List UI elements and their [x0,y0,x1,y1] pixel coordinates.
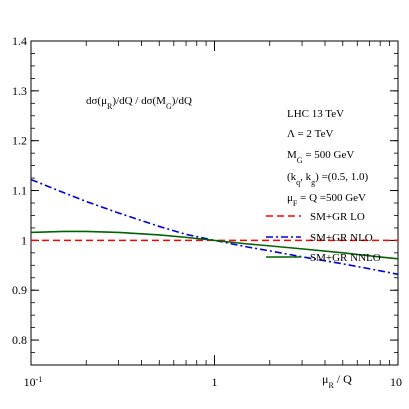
info-lhc: LHC 13 TeV [287,108,344,120]
y-axis-ticks: 0.8 0.9 1 1.1 1.2 1.3 1.4 [12,34,398,366]
legend-label-1: SM+GR NLO [310,232,373,244]
ratio-label: dσ(μR)/dQ / dσ(MG)/dQ [86,95,192,111]
y-tick-label-1: 0.9 [12,283,27,297]
x-axis-ticks: 10-1 1 10 [24,41,402,389]
series-line-2 [30,230,399,260]
info-lambda: Λ = 2 TeV [287,128,333,140]
x-tick-label-0: 10-1 [24,375,43,390]
y-tick-label-0: 0.8 [12,333,27,347]
info-couplings: (kq, kg) =(0.5, 1.0) [287,171,368,187]
legend-label-0: SM+GR LO [310,211,365,223]
y-tick-label-2: 1 [21,233,27,247]
y-tick-label-3: 1.1 [12,184,27,198]
info-block: LHC 13 TeV Λ = 2 TeV MG = 500 GeV (kq, k… [287,108,368,208]
series-lines [30,178,399,276]
y-tick-label-5: 1.3 [12,84,27,98]
x-tick-label-2: 10 [390,375,402,389]
legend: SM+GR LO SM+GR NLO SM+GR NNLO [266,211,381,264]
info-muf: μF = Q =500 GeV [287,192,366,208]
y-tick-label-4: 1.2 [12,134,27,148]
x-axis-label: μR / Q [322,372,352,390]
y-tick-label-6: 1.4 [12,34,27,48]
legend-label-2: SM+GR NNLO [310,252,381,264]
info-mg: MG = 500 GeV [287,149,354,165]
x-tick-label-1: 1 [212,375,218,389]
